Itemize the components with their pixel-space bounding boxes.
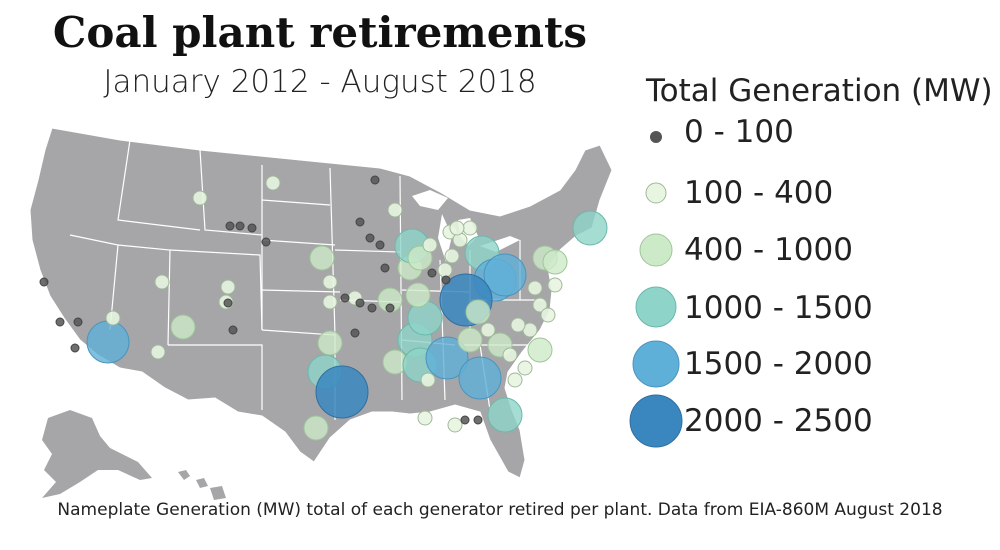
plant-marker-51	[437, 262, 453, 278]
plant-marker-45	[527, 337, 553, 363]
plant-markers	[39, 175, 608, 441]
plant-marker-40	[527, 280, 543, 296]
plant-marker-60	[387, 202, 403, 218]
plant-marker-49	[449, 220, 465, 236]
plant-marker-13	[303, 415, 329, 441]
plant-marker-42	[542, 249, 568, 275]
page-subtitle: January 2012 - August 2018	[103, 64, 537, 100]
plant-marker-7	[192, 190, 208, 206]
plant-marker-47	[507, 372, 523, 388]
legend-label-4: 1500 - 2000	[684, 346, 873, 382]
plant-marker-64	[39, 277, 49, 287]
plant-marker-79	[460, 415, 470, 425]
legend-label-5: 2000 - 2500	[684, 403, 873, 439]
plant-marker-67	[380, 263, 390, 273]
legend-title: Total Generation (MW)	[646, 73, 993, 109]
plant-marker-34	[465, 299, 491, 325]
plant-marker-32	[483, 253, 527, 297]
plant-marker-53	[417, 410, 433, 426]
plant-marker-46	[517, 360, 533, 376]
plant-marker-43	[572, 210, 608, 246]
plant-marker-80	[473, 415, 483, 425]
plant-marker-81	[355, 217, 365, 227]
plant-marker-8	[265, 175, 281, 191]
plant-marker-36	[458, 356, 502, 400]
plant-marker-9	[309, 245, 335, 271]
plant-marker-75	[247, 223, 257, 233]
legend-label-0: 0 - 100	[684, 114, 794, 150]
page-title: Coal plant retirements	[52, 8, 588, 57]
plant-marker-74	[235, 221, 245, 231]
legend-symbols	[629, 131, 683, 448]
plant-marker-59	[547, 277, 563, 293]
plant-marker-4	[220, 279, 236, 295]
plant-marker-69	[350, 328, 360, 338]
plant-marker-1	[170, 314, 196, 340]
plant-marker-6	[154, 274, 170, 290]
alaska-shape	[42, 410, 152, 498]
plant-marker-21	[425, 336, 469, 380]
plant-marker-2	[105, 310, 121, 326]
plant-marker-72	[385, 303, 395, 313]
plant-marker-39	[540, 307, 556, 323]
plant-marker-10	[317, 330, 343, 356]
legend-label-1: 100 - 400	[684, 175, 834, 211]
plant-marker-82	[365, 233, 375, 243]
legend-label-2: 400 - 1000	[684, 232, 853, 268]
plant-marker-66	[375, 240, 385, 250]
plant-marker-76	[261, 237, 271, 247]
plant-marker-0	[86, 320, 130, 364]
plant-marker-27	[422, 237, 438, 253]
plant-marker-37	[487, 397, 523, 433]
plant-marker-57	[480, 322, 496, 338]
plant-marker-14	[322, 294, 338, 310]
plant-marker-16	[322, 274, 338, 290]
plant-marker-70	[355, 298, 365, 308]
plant-marker-61	[55, 317, 65, 327]
plant-marker-56	[502, 347, 518, 363]
plant-marker-73	[225, 221, 235, 231]
plant-marker-38	[532, 297, 548, 313]
plant-marker-77	[223, 298, 233, 308]
plant-marker-83	[427, 268, 437, 278]
legend-swatch-0	[650, 131, 662, 143]
plant-marker-71	[367, 303, 377, 313]
plant-marker-54	[447, 417, 463, 433]
plant-marker-62	[73, 317, 83, 327]
legend-swatch-1	[645, 182, 667, 204]
plant-marker-78	[228, 325, 238, 335]
hawaii-shape	[178, 470, 226, 500]
legend-swatch-5	[629, 394, 683, 448]
legend-label-3: 1000 - 1500	[684, 290, 873, 326]
caption: Nameplate Generation (MW) total of each …	[57, 500, 943, 520]
plant-marker-48	[462, 220, 478, 236]
plant-marker-52	[420, 372, 436, 388]
plant-marker-23	[405, 282, 431, 308]
plant-marker-63	[70, 343, 80, 353]
plant-marker-26	[407, 245, 433, 271]
plant-marker-12	[315, 365, 369, 419]
plant-marker-3	[150, 344, 166, 360]
plant-marker-65	[370, 175, 380, 185]
plant-marker-58	[510, 317, 526, 333]
plant-marker-68	[340, 293, 350, 303]
plant-marker-35	[457, 327, 483, 353]
legend-swatch-4	[632, 340, 680, 388]
legend-swatch-3	[635, 286, 677, 328]
plant-marker-50	[444, 248, 460, 264]
plant-marker-84	[441, 275, 451, 285]
legend-swatch-2	[639, 233, 673, 267]
